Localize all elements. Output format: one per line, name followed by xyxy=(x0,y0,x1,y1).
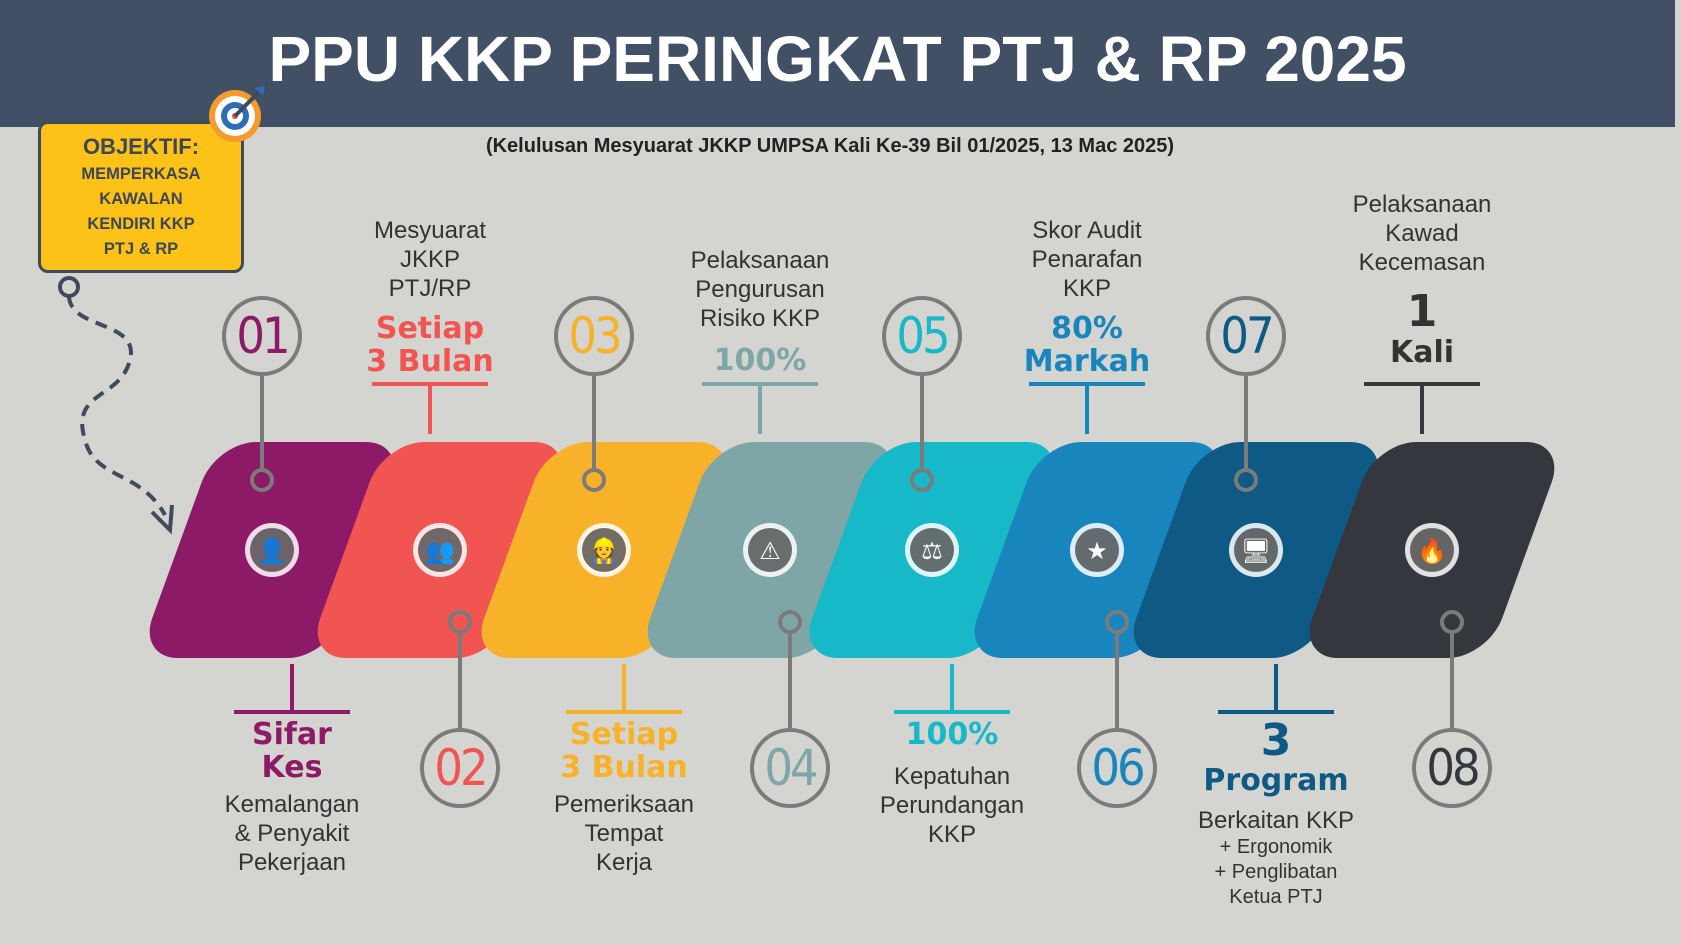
step-label-01: Kemalangan & Penyakit Pekerjaan xyxy=(177,790,407,877)
step-highlight-06: 80% Markah xyxy=(972,312,1202,378)
inspector-icon: 👷 xyxy=(574,520,634,580)
step-highlight-03: Setiap 3 Bulan xyxy=(509,718,739,784)
sick-person-icon: 👤 xyxy=(242,520,302,580)
svg-text:👥: 👥 xyxy=(425,537,455,565)
step-label-line: + Ergonomik xyxy=(1219,836,1333,858)
svg-text:⚖: ⚖ xyxy=(921,537,943,565)
step-label-line: Pengurusan xyxy=(695,276,825,303)
step-label-08: Pelaksanaan Kawad Kecemasan xyxy=(1307,190,1537,277)
gavel-icon: ⚖ xyxy=(902,520,962,580)
step-label-03: Pemeriksaan Tempat Kerja xyxy=(509,790,739,877)
objective-box: OBJEKTIF: MEMPERKASA KAWALAN KENDIRI KKP… xyxy=(38,121,244,273)
step-label-line: Kemalangan xyxy=(224,791,360,818)
step-highlight-05: 100% xyxy=(837,718,1067,751)
step-number-01: 01 xyxy=(222,296,302,376)
step-label-line: Ketua PTJ xyxy=(1229,886,1323,908)
subtitle: (Kelulusan Mesyuarat JKKP UMPSA Kali Ke-… xyxy=(485,135,1175,157)
step-label-line: JKKP xyxy=(399,246,461,273)
step-number-06: 06 xyxy=(1077,728,1157,808)
step-highlight-value: 100% xyxy=(905,717,999,752)
svg-text:👤: 👤 xyxy=(257,537,287,565)
step-label-line: KKP xyxy=(1062,275,1112,302)
step-highlight-value: Setiap xyxy=(569,717,679,752)
step-highlight-unit: 3 Bulan xyxy=(560,750,688,785)
svg-text:⚠: ⚠ xyxy=(759,537,781,565)
step-label-line: Penarafan xyxy=(1031,246,1143,273)
objective-line: MEMPERKASA xyxy=(81,165,201,183)
step-number-05: 05 xyxy=(882,296,962,376)
step-label-line: Tempat xyxy=(584,820,664,847)
step-highlight-08: 1 Kali xyxy=(1307,286,1537,370)
computer-program-icon: 🖥 xyxy=(1226,520,1286,580)
step-number-07: 07 xyxy=(1206,296,1286,376)
objective-text: MEMPERKASA KAWALAN KENDIRI KKP PTJ & RP xyxy=(41,162,241,262)
step-highlight-value: 100% xyxy=(713,343,807,378)
step-label-line: Kerja xyxy=(595,849,653,876)
step-label-07: Berkaitan KKP + Ergonomik + Penglibatan Ket… xyxy=(1161,806,1391,910)
step-highlight-value: 80% xyxy=(1051,311,1123,346)
step-label-04: Pelaksanaan Pengurusan Risiko KKP xyxy=(645,246,875,333)
rating-thumbs-up-icon: ★ xyxy=(1067,520,1127,580)
objective-line: PTJ & RP xyxy=(103,240,179,258)
header-bar: PPU KKP PERINGKAT PTJ & RP 2025 xyxy=(0,0,1675,127)
step-label-06: Skor Audit Penarafan KKP xyxy=(972,216,1202,303)
objective-line: KAWALAN xyxy=(99,190,183,208)
step-highlight-02: Setiap 3 Bulan xyxy=(315,312,545,378)
step-label-05: Kepatuhan Perundangan KKP xyxy=(837,762,1067,849)
step-highlight-unit: Markah xyxy=(1023,344,1151,379)
step-label-line: Kecemasan xyxy=(1358,249,1486,276)
step-number-08: 08 xyxy=(1412,728,1492,808)
step-label-line: Perundangan xyxy=(879,792,1025,819)
objective-line: KENDIRI KKP xyxy=(87,215,195,233)
page-title: PPU KKP PERINGKAT PTJ & RP 2025 xyxy=(268,23,1407,95)
step-label-line: Pemeriksaan xyxy=(553,791,695,818)
target-icon xyxy=(209,86,265,142)
step-highlight-value: 1 xyxy=(1406,286,1438,337)
step-label-line: & Penyakit xyxy=(234,820,350,847)
step-label-line: PTJ/RP xyxy=(388,275,472,302)
objective-title: OBJEKTIF: xyxy=(82,134,200,159)
step-number-04: 04 xyxy=(750,728,830,808)
risk-management-icon: ⚠ xyxy=(740,520,800,580)
step-highlight-unit: 3 Bulan xyxy=(366,344,494,379)
step-label-line: Skor Audit xyxy=(1032,217,1142,244)
step-label-02: Mesyuarat JKKP PTJ/RP xyxy=(315,216,545,303)
meeting-icon: 👥 xyxy=(410,520,470,580)
svg-text:🔥: 🔥 xyxy=(1417,537,1447,565)
step-label-line: + Penglibatan xyxy=(1214,861,1338,883)
step-highlight-value: Sifar xyxy=(252,717,332,752)
svg-text:👷: 👷 xyxy=(589,537,619,565)
step-highlight-unit: Kali xyxy=(1389,335,1455,370)
step-highlight-unit: Program xyxy=(1203,763,1349,798)
step-highlight-value: Setiap xyxy=(375,311,485,346)
svg-text:★: ★ xyxy=(1086,537,1108,565)
step-label-line: KKP xyxy=(927,821,977,848)
step-number-02: 02 xyxy=(420,728,500,808)
step-label-line: Mesyuarat xyxy=(373,217,487,244)
step-number-03: 03 xyxy=(554,296,634,376)
dashed-arrow-icon xyxy=(58,276,174,535)
fire-drill-icon: 🔥 xyxy=(1402,520,1462,580)
step-label-line: Pelaksanaan xyxy=(1352,191,1492,218)
step-highlight-value: 3 xyxy=(1260,715,1292,766)
step-highlight-04: 100% xyxy=(645,344,875,377)
step-label-line: Kawad xyxy=(1385,220,1459,247)
step-label-line: Berkaitan KKP xyxy=(1197,807,1355,834)
step-label-line: Pelaksanaan xyxy=(690,247,830,274)
step-highlight-unit: Kes xyxy=(261,750,323,785)
svg-text:🖥: 🖥 xyxy=(1241,537,1271,565)
step-label-line: Risiko KKP xyxy=(699,305,821,332)
step-label-line: Pekerjaan xyxy=(237,849,347,876)
step-label-line: Kepatuhan xyxy=(893,763,1011,790)
step-highlight-07: 3 Program xyxy=(1161,715,1391,798)
step-highlight-01: Sifar Kes xyxy=(177,718,407,784)
